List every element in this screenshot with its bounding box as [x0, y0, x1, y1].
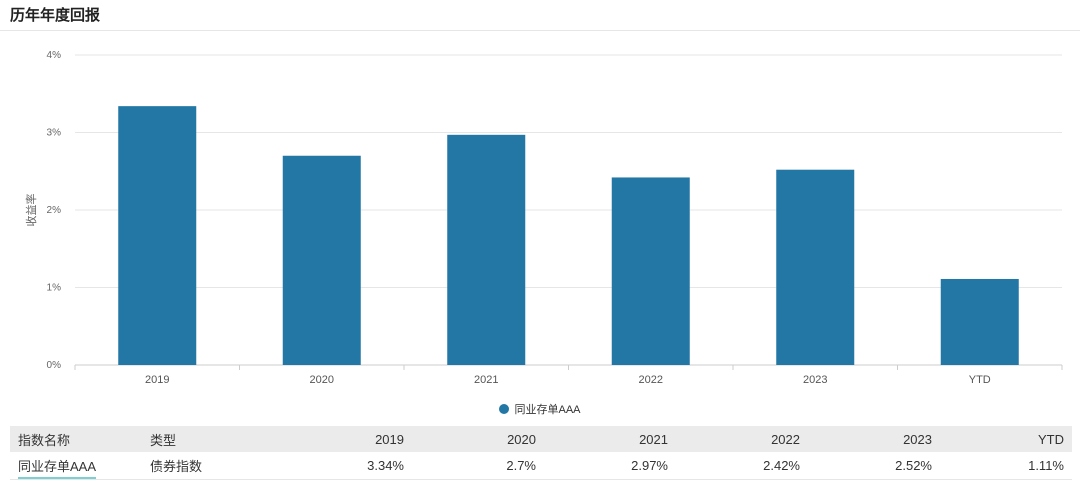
y-tick-label: 1% [47, 283, 62, 294]
return-ytd-cell: 1.11% [940, 452, 1072, 480]
bar [118, 106, 197, 366]
x-tick-label: 2020 [310, 374, 334, 386]
return-2021-cell: 2.97% [544, 452, 676, 480]
column-header-type: 类型 [142, 426, 272, 452]
section-title: 历年年度回报 [10, 7, 101, 24]
return-2020-cell: 2.7% [412, 452, 544, 480]
returns-table: 指数名称 类型 2019 2020 2021 2022 2023 YTD 同业存… [10, 426, 1072, 480]
bar [282, 155, 361, 365]
y-axis-label: 收益率 [24, 194, 38, 227]
x-tick-label: 2022 [639, 374, 663, 386]
y-tick-label: 0% [47, 360, 62, 371]
table-header-row: 指数名称 类型 2019 2020 2021 2022 2023 YTD [10, 426, 1072, 452]
chart-legend[interactable]: 同业存单AAA [0, 401, 1080, 417]
column-header-2020: 2020 [412, 426, 544, 452]
return-2023-cell: 2.52% [808, 452, 940, 480]
bar-chart: 0% 1% 2% 3% 4% 2019 2020 2021 2022 2023 YTD 收益率 [24, 50, 1063, 386]
section-header: 历年年度回报 [0, 0, 1080, 31]
index-name-link[interactable]: 同业存单AAA [10, 452, 142, 480]
x-tick-label: YTD [969, 374, 991, 386]
column-header-2019: 2019 [272, 426, 412, 452]
column-header-2022: 2022 [676, 426, 808, 452]
bar [940, 278, 1019, 365]
x-tick-label: 2019 [145, 374, 169, 386]
column-header-ytd: YTD [940, 426, 1072, 452]
x-tick-label: 2023 [803, 374, 827, 386]
bar [611, 177, 690, 365]
return-2022-cell: 2.42% [676, 452, 808, 480]
y-tick-label: 4% [47, 50, 62, 61]
index-type-cell: 债券指数 [142, 452, 272, 480]
y-tick-label: 2% [47, 205, 62, 216]
return-2019-cell: 3.34% [272, 452, 412, 480]
column-header-2023: 2023 [808, 426, 940, 452]
bar [776, 169, 855, 365]
x-tick-label: 2021 [474, 374, 498, 386]
bar [447, 134, 526, 365]
legend-marker-icon [499, 404, 510, 414]
column-header-2021: 2021 [544, 426, 676, 452]
table-row: 同业存单AAA 债券指数 3.34% 2.7% 2.97% 2.42% 2.52… [10, 452, 1072, 480]
legend-label: 同业存单AAA [514, 404, 581, 416]
column-header-name: 指数名称 [10, 426, 142, 452]
y-tick-label: 3% [47, 128, 62, 139]
